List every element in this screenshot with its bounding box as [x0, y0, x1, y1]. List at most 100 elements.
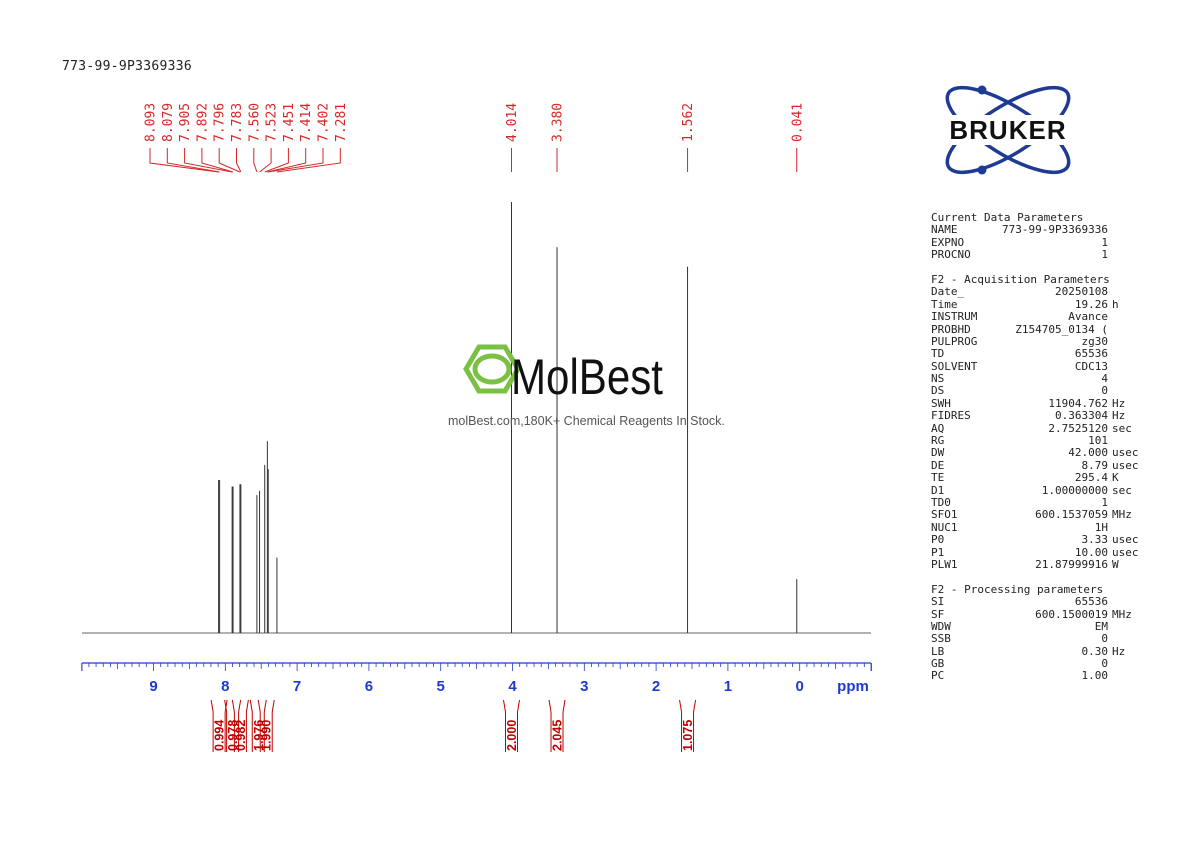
- peak-label: 8.079: [161, 103, 176, 142]
- param-value: 65536: [1074, 347, 1108, 361]
- params-section-acquisition: F2 - Acquisition Parameters Date_ 20250108…: [931, 273, 1146, 571]
- param-unit: [1108, 348, 1146, 360]
- param-label: TD: [931, 347, 945, 361]
- peak-label-leader: [201, 148, 234, 173]
- x-tick-label: 5: [437, 678, 445, 695]
- param-unit: usec: [1112, 545, 1139, 559]
- param-row: Time 19.26 h: [931, 297, 1146, 311]
- param-row: SFO1 600.1537059 MHz: [931, 508, 1146, 522]
- electron-dot: [977, 85, 987, 95]
- param-label: INSTRUM: [931, 310, 978, 324]
- param-row: PROCNO 1: [931, 248, 1146, 261]
- param-unit: sec: [1112, 483, 1132, 497]
- param-row: P1 10.00 usec: [931, 545, 1146, 559]
- param-unit: [1108, 596, 1146, 608]
- peak-label-leader: [166, 148, 220, 173]
- acquisition-parameters-panel: Current Data Parameters NAME 773-99-9P3369…: [931, 211, 1146, 695]
- param-value: 773-99-9P3369336: [1002, 223, 1108, 237]
- param-value: 3.33: [1081, 533, 1109, 547]
- param-row: TD0 1: [931, 495, 1146, 509]
- param-unit: usec: [1112, 458, 1139, 472]
- params-section-title: Current Data Parameters: [931, 211, 1084, 224]
- param-row: DE 8.79 usec: [931, 458, 1146, 472]
- param-value: 10.00: [1074, 545, 1108, 559]
- integral-value: 1.075: [681, 720, 695, 751]
- param-value: 0.30: [1081, 644, 1109, 658]
- param-value: 600.1537059: [1035, 508, 1108, 522]
- param-unit: [1108, 385, 1146, 397]
- peak-label-leader: [259, 148, 272, 173]
- param-value: 1.00000000: [1041, 483, 1108, 497]
- watermark-logo: MolBest: [463, 344, 663, 405]
- param-unit: h: [1112, 297, 1119, 311]
- params-section-processing: F2 - Processing parameters SI 65536 SF 600.1…: [931, 583, 1146, 683]
- param-row: DW 42.000 usec: [931, 447, 1146, 460]
- param-row: SSB 0: [931, 632, 1146, 646]
- peak-label: 0.041: [790, 103, 805, 142]
- param-unit: W: [1112, 557, 1119, 571]
- param-label: SFO1: [931, 508, 958, 522]
- param-label: SSB: [931, 632, 951, 646]
- param-row: NAME 773-99-9P3369336: [931, 223, 1146, 237]
- param-label: SF: [931, 607, 945, 621]
- param-value: 19.26: [1074, 297, 1108, 311]
- x-tick-label: 9: [149, 678, 157, 695]
- param-value: 1.00: [1081, 669, 1109, 683]
- param-row: SWH 11904.762 Hz: [931, 396, 1146, 410]
- param-unit: usec: [1112, 533, 1139, 547]
- integral-bracket: [231, 699, 249, 752]
- param-value: CDC13: [1074, 359, 1108, 373]
- param-unit: [1108, 670, 1146, 682]
- param-label: TE: [931, 471, 945, 485]
- peak-label: 7.451: [282, 103, 297, 142]
- param-label: EXPNO: [931, 235, 965, 249]
- param-label: D1: [931, 483, 945, 497]
- param-value: 65536: [1074, 595, 1108, 609]
- peak-label-leader: [276, 148, 341, 173]
- param-row: Date_ 20250108: [931, 285, 1146, 298]
- x-tick-label: 8: [221, 678, 229, 695]
- param-label: PC: [931, 669, 945, 683]
- param-row: WDW EM: [931, 619, 1146, 633]
- peak-label: 7.796: [213, 103, 228, 142]
- param-value: 0: [1101, 632, 1108, 646]
- integral-value: 2.045: [551, 720, 565, 751]
- integral-value: 0.994: [213, 720, 227, 751]
- peak-label: 3.380: [551, 103, 566, 142]
- param-unit: [1108, 237, 1146, 249]
- param-label: SWH: [931, 396, 951, 410]
- param-value: Avance: [1068, 310, 1108, 324]
- x-axis-label: ppm: [837, 678, 869, 695]
- integral-bracket: [224, 699, 242, 752]
- param-value: 2.7525120: [1048, 421, 1108, 435]
- param-value: 1: [1101, 495, 1108, 509]
- param-value: 0.363304: [1055, 409, 1108, 423]
- peak-label-leader: [184, 148, 233, 173]
- peak-label: 7.783: [230, 103, 245, 142]
- param-row: SI 65536: [931, 595, 1146, 609]
- peak-label: 4.014: [505, 103, 520, 142]
- peak-label: 7.905: [178, 103, 193, 142]
- integral-value: 0.978: [226, 720, 240, 751]
- integral-bracket: [210, 699, 228, 752]
- param-unit: MHz: [1112, 607, 1132, 621]
- integral-value: 1.976: [252, 720, 266, 751]
- param-unit: [1108, 621, 1146, 633]
- peak-label-leader: [218, 148, 241, 173]
- param-row: PC 1.00: [931, 669, 1146, 683]
- brand-name: BRUKER: [949, 115, 1066, 145]
- peak-label-leader: [268, 148, 324, 173]
- param-unit: Hz: [1112, 644, 1126, 658]
- param-row: PLW1 21.87999916 W: [931, 557, 1146, 571]
- param-value: 0: [1101, 657, 1108, 671]
- param-label: WDW: [931, 619, 951, 633]
- param-unit: [1108, 633, 1146, 645]
- param-row: TD 65536: [931, 347, 1146, 361]
- param-label: RG: [931, 434, 945, 448]
- param-unit: [1108, 249, 1146, 261]
- peak-label-leader: [253, 148, 258, 173]
- x-tick-label: 2: [652, 678, 660, 695]
- param-row: TE 295.4 K: [931, 471, 1146, 485]
- param-value: zg30: [1081, 334, 1109, 348]
